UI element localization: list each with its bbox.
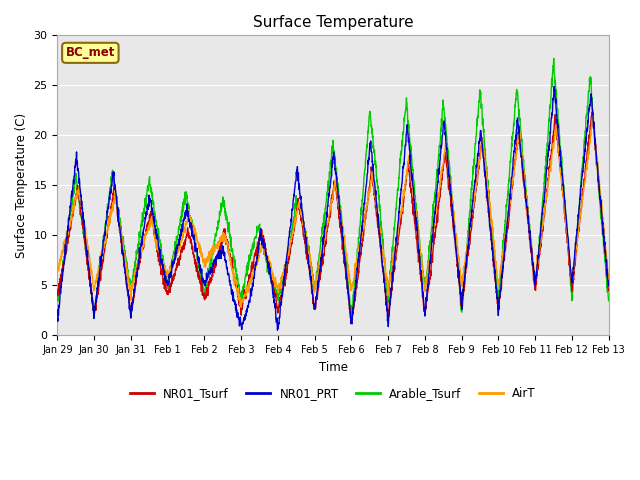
NR01_Tsurf <box>605 288 612 293</box>
AirT <box>493 275 501 281</box>
NR01_Tsurf <box>349 305 357 311</box>
AirT <box>54 267 61 273</box>
NR01_Tsurf <box>556 162 564 168</box>
NR01_PRT <box>605 283 612 288</box>
Arable_Tsurf <box>572 247 580 252</box>
Text: BC_met: BC_met <box>66 47 115 60</box>
Arable_Tsurf <box>349 293 357 299</box>
X-axis label: Time: Time <box>319 360 348 373</box>
Title: Surface Temperature: Surface Temperature <box>253 15 413 30</box>
Line: NR01_PRT: NR01_PRT <box>58 86 609 330</box>
Arable_Tsurf <box>557 144 564 150</box>
NR01_PRT <box>550 84 558 89</box>
NR01_PRT <box>54 318 61 324</box>
NR01_PRT <box>361 193 369 199</box>
Arable_Tsurf <box>605 298 612 304</box>
NR01_PRT <box>349 305 357 311</box>
NR01_Tsurf <box>348 321 355 326</box>
Y-axis label: Surface Temperature (C): Surface Temperature (C) <box>15 113 28 258</box>
NR01_Tsurf <box>493 300 501 306</box>
Arable_Tsurf <box>361 167 369 172</box>
NR01_Tsurf <box>207 278 215 284</box>
NR01_Tsurf <box>54 288 61 294</box>
NR01_PRT <box>207 265 215 271</box>
AirT <box>605 276 612 281</box>
Arable_Tsurf <box>207 258 215 264</box>
NR01_PRT <box>493 296 501 302</box>
Line: AirT: AirT <box>58 116 609 307</box>
NR01_Tsurf <box>588 109 596 115</box>
NR01_PRT <box>557 148 564 154</box>
NR01_Tsurf <box>572 257 579 263</box>
AirT <box>349 279 357 285</box>
Arable_Tsurf <box>493 287 501 292</box>
Line: Arable_Tsurf: Arable_Tsurf <box>58 58 609 318</box>
AirT <box>556 161 564 167</box>
Legend: NR01_Tsurf, NR01_PRT, Arable_Tsurf, AirT: NR01_Tsurf, NR01_PRT, Arable_Tsurf, AirT <box>125 382 541 404</box>
Line: NR01_Tsurf: NR01_Tsurf <box>58 112 609 324</box>
NR01_Tsurf <box>361 216 369 221</box>
AirT <box>589 113 596 119</box>
Arable_Tsurf <box>348 315 355 321</box>
AirT <box>207 254 215 260</box>
NR01_PRT <box>572 241 580 247</box>
AirT <box>572 253 579 259</box>
AirT <box>237 304 245 310</box>
NR01_PRT <box>274 327 282 333</box>
Arable_Tsurf <box>54 292 61 298</box>
AirT <box>361 215 369 220</box>
Arable_Tsurf <box>550 55 557 61</box>
